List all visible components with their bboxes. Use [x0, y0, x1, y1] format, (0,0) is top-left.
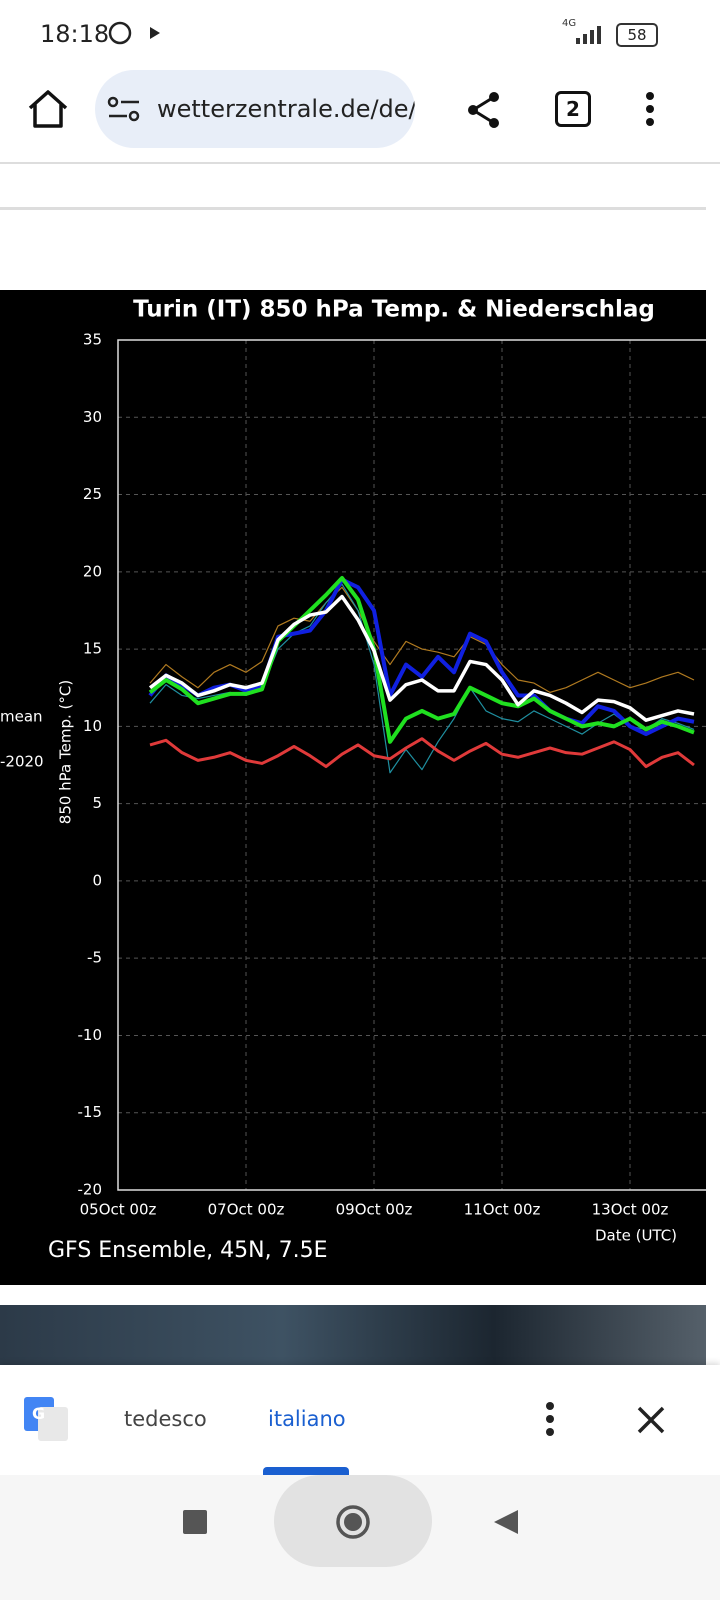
- x-axis-label: Date (UTC): [595, 1227, 677, 1245]
- translate-icon: G: [24, 1397, 68, 1441]
- y-tick-label: -10: [78, 1026, 103, 1044]
- battery: 58: [616, 23, 658, 47]
- network: 4G: [562, 18, 577, 29]
- divider: [0, 162, 720, 164]
- y-tick-label: -20: [78, 1181, 103, 1199]
- share-button[interactable]: [464, 90, 504, 130]
- translate-menu[interactable]: [540, 1401, 560, 1441]
- chart: Turin (IT) 850 hPa Temp. & Niederschlag …: [0, 290, 706, 1285]
- y-tick-label: -5: [87, 949, 102, 967]
- footer: GFS Ensemble, 45N, 7.5E: [48, 1238, 327, 1263]
- svg-text:G: G: [32, 1404, 45, 1423]
- y-tick-label: 30: [83, 408, 102, 426]
- image-strip: [0, 1305, 706, 1365]
- status-icons: [108, 21, 160, 45]
- target-language[interactable]: italiano: [268, 1407, 346, 1431]
- y-tick-label: 35: [83, 331, 102, 349]
- x-tick-label: 11Oct 00z: [464, 1201, 541, 1219]
- url: wetterzentrale.de/de/: [157, 95, 415, 123]
- site-settings-icon[interactable]: [107, 94, 143, 124]
- chart-background: [0, 290, 706, 1285]
- navigation-bar: [0, 1475, 720, 1600]
- source-language[interactable]: tedesco: [124, 1407, 207, 1431]
- y-tick-label: -15: [78, 1103, 103, 1121]
- series-line: [148, 577, 695, 737]
- signal: [576, 26, 601, 44]
- y-axis-label: 850 hPa Temp. (°C): [57, 680, 75, 824]
- y-tick-label: 5: [92, 794, 102, 812]
- y-tick-label: 0: [92, 871, 102, 889]
- plot-frame: [117, 339, 706, 1191]
- y-tick-label: 25: [83, 485, 102, 503]
- legend-fragment: -2020: [0, 753, 44, 771]
- x-tick-label: 07Oct 00z: [208, 1201, 285, 1219]
- address-bar[interactable]: wetterzentrale.de/de/: [95, 70, 415, 148]
- y-tick-label: 10: [83, 717, 102, 735]
- series-line: [148, 576, 695, 744]
- series-line: [149, 586, 695, 693]
- time: 18:18: [40, 20, 110, 48]
- series-line: [149, 737, 695, 769]
- tab-count[interactable]: 2: [555, 91, 591, 127]
- menu-button[interactable]: [640, 90, 660, 130]
- legend-fragment: mean: [0, 708, 43, 726]
- nav-buttons[interactable]: [180, 1505, 540, 1545]
- translate-bar: G tedesco italiano: [0, 1365, 720, 1475]
- x-tick-label: 09Oct 00z: [336, 1201, 413, 1219]
- y-tick-label: 15: [83, 640, 102, 658]
- tab-indicator: [263, 1467, 349, 1475]
- x-tick-label: 13Oct 00z: [592, 1201, 669, 1219]
- close-button[interactable]: [636, 1405, 666, 1435]
- chart-title: Turin (IT) 850 hPa Temp. & Niederschlag: [133, 297, 655, 323]
- y-tick-label: 20: [83, 562, 102, 580]
- x-tick-label: 05Oct 00z: [80, 1201, 157, 1219]
- divider: [0, 207, 706, 210]
- series-line: [148, 594, 695, 722]
- home-button[interactable]: [26, 88, 70, 130]
